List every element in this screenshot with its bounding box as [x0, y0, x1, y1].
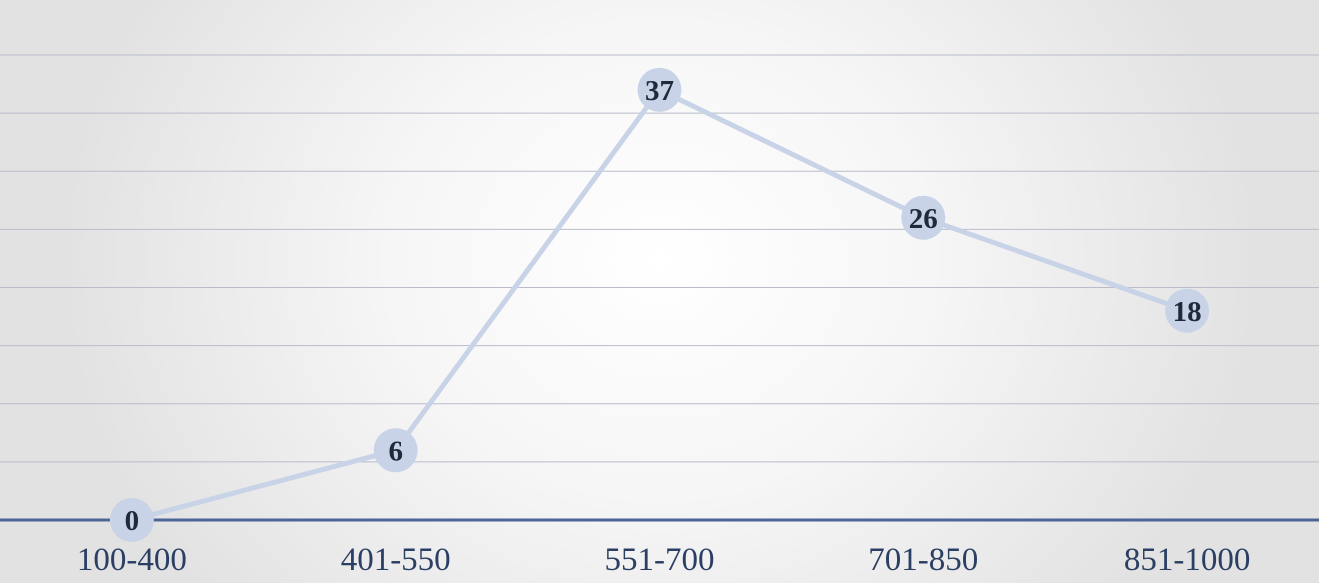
x-tick-label: 701-850 [868, 542, 978, 578]
data-label: 6 [388, 435, 403, 467]
data-label: 37 [645, 75, 674, 107]
data-point-marker [901, 195, 946, 240]
x-tick-labels: 100-400 401-550 551-700 701-850 851-1000 [77, 542, 1250, 578]
data-point-marker [1165, 288, 1210, 333]
data-point-marker [109, 498, 154, 542]
x-tick-label: 551-700 [605, 542, 715, 578]
data-point-marker [373, 428, 418, 473]
data-label: 0 [125, 505, 140, 537]
x-tick-label: 401-550 [341, 542, 451, 578]
data-point-marker [637, 67, 682, 112]
series-line [129, 87, 1190, 523]
data-markers: 0 6 37 26 18 [109, 67, 1210, 542]
x-tick-label: 851-1000 [1124, 542, 1251, 578]
x-tick-label: 100-400 [77, 542, 187, 578]
gridlines [0, 54, 1319, 463]
data-label: 26 [909, 203, 938, 235]
data-label: 18 [1173, 296, 1202, 328]
